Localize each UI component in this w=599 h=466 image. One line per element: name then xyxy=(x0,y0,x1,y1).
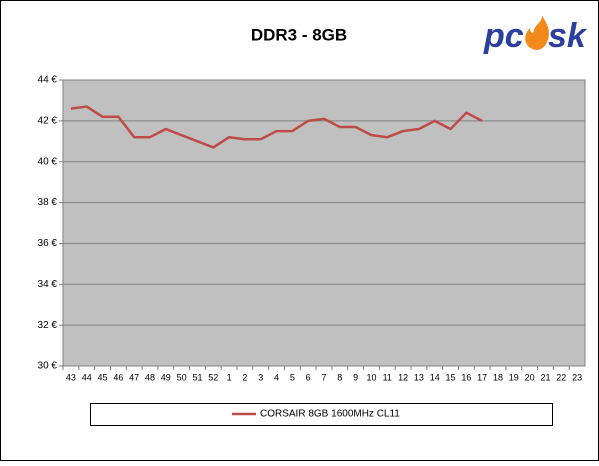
x-tick-label: 12 xyxy=(398,372,408,382)
logo-flame xyxy=(525,16,549,50)
y-tick-label: 34 € xyxy=(38,279,58,290)
data-line xyxy=(70,105,483,149)
x-tick-label: 22 xyxy=(556,372,566,382)
chart-title: DDR3 - 8GB xyxy=(251,25,347,44)
x-tick-label: 47 xyxy=(129,372,139,382)
y-tick-label: 38 € xyxy=(38,197,58,208)
x-tick-label: 46 xyxy=(113,372,123,382)
x-tick-label: 18 xyxy=(493,372,503,382)
logo-left: pc xyxy=(483,17,524,55)
x-tick-label: 48 xyxy=(145,372,155,382)
x-tick-label: 52 xyxy=(208,372,218,382)
logo: pc sk xyxy=(483,16,588,55)
y-tick-label: 30 € xyxy=(38,361,58,372)
x-tick-label: 4 xyxy=(274,372,279,382)
y-tick-label: 44 € xyxy=(38,75,58,86)
x-tick-label: 6 xyxy=(306,372,311,382)
x-tick-label: 14 xyxy=(430,372,440,382)
x-tick-label: 13 xyxy=(414,372,424,382)
legend-box xyxy=(90,403,553,426)
y-tick-label: 32 € xyxy=(38,320,58,331)
x-tick-label: 19 xyxy=(509,372,519,382)
x-tick-label: 20 xyxy=(525,372,535,382)
plot-area xyxy=(62,79,586,367)
x-tick-label: 44 xyxy=(82,372,92,382)
y-tick-label: 36 € xyxy=(38,238,58,249)
logo-right: sk xyxy=(548,17,588,55)
x-tick-label: 45 xyxy=(98,372,108,382)
legend-label: CORSAIR 8GB 1600MHz CL11 xyxy=(260,409,400,420)
x-tick-label: 11 xyxy=(383,372,392,382)
x-tick-label: 50 xyxy=(177,372,187,382)
x-tick-label: 7 xyxy=(321,372,326,382)
x-tick-label: 9 xyxy=(353,372,358,382)
x-tick-label: 10 xyxy=(366,372,376,382)
x-tick-label: 23 xyxy=(572,372,582,382)
x-tick-label: 15 xyxy=(446,372,456,382)
x-tick-label: 1 xyxy=(227,372,232,382)
x-tick-label: 17 xyxy=(477,372,487,382)
x-tick-label: 2 xyxy=(242,372,247,382)
x-tick-label: 3 xyxy=(258,372,263,382)
x-tick-label: 5 xyxy=(290,372,295,382)
x-tick-label: 43 xyxy=(66,372,76,382)
x-tick-label: 16 xyxy=(461,372,471,382)
x-tick-label: 8 xyxy=(337,372,342,382)
x-tick-label: 51 xyxy=(192,372,202,382)
x-tick-label: 21 xyxy=(540,372,550,382)
y-tick-label: 40 € xyxy=(38,156,58,167)
x-tick-label: 49 xyxy=(161,372,171,382)
y-tick-label: 42 € xyxy=(38,115,58,126)
